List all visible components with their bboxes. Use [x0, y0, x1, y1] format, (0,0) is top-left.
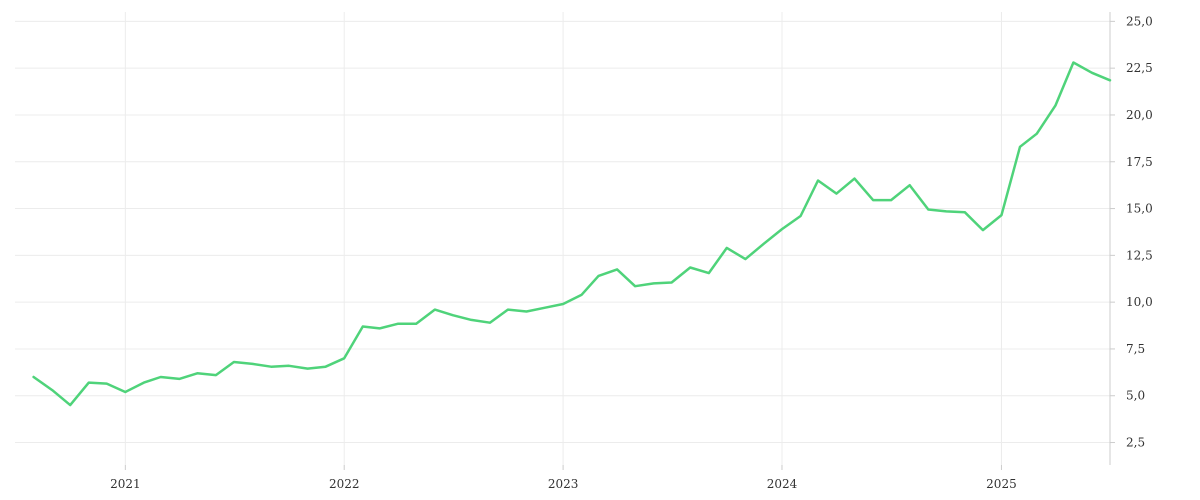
horizontal-gridlines	[15, 20, 1110, 444]
x-tick-label: 2024	[767, 477, 798, 491]
x-tick-label: 2021	[110, 477, 141, 491]
x-tick-label: 2023	[548, 477, 579, 491]
x-tick-label: 2022	[329, 477, 360, 491]
y-tick-label: 25,0	[1126, 14, 1153, 28]
y-axis-ticks: 2,5 5,0 7,5 10,0 12,5 15,0 17,5 20,0 22,5 25,0	[1110, 14, 1153, 450]
y-tick-label: 12,5	[1126, 248, 1153, 262]
y-tick-label: 7,5	[1126, 342, 1145, 356]
y-tick-label: 5,0	[1126, 389, 1145, 403]
y-tick-label: 22,5	[1126, 61, 1153, 75]
y-tick-label: 2,5	[1126, 436, 1145, 450]
x-tick-label: 2025	[986, 477, 1017, 491]
y-tick-label: 10,0	[1126, 295, 1153, 309]
y-tick-label: 20,0	[1126, 108, 1153, 122]
vertical-gridlines	[124, 12, 1002, 465]
series-line	[32, 61, 1112, 407]
y-tick-label: 17,5	[1126, 155, 1153, 169]
y-tick-label: 15,0	[1126, 202, 1153, 216]
x-axis-ticks: 2021 2022 2023 2024 2025	[110, 465, 1017, 491]
